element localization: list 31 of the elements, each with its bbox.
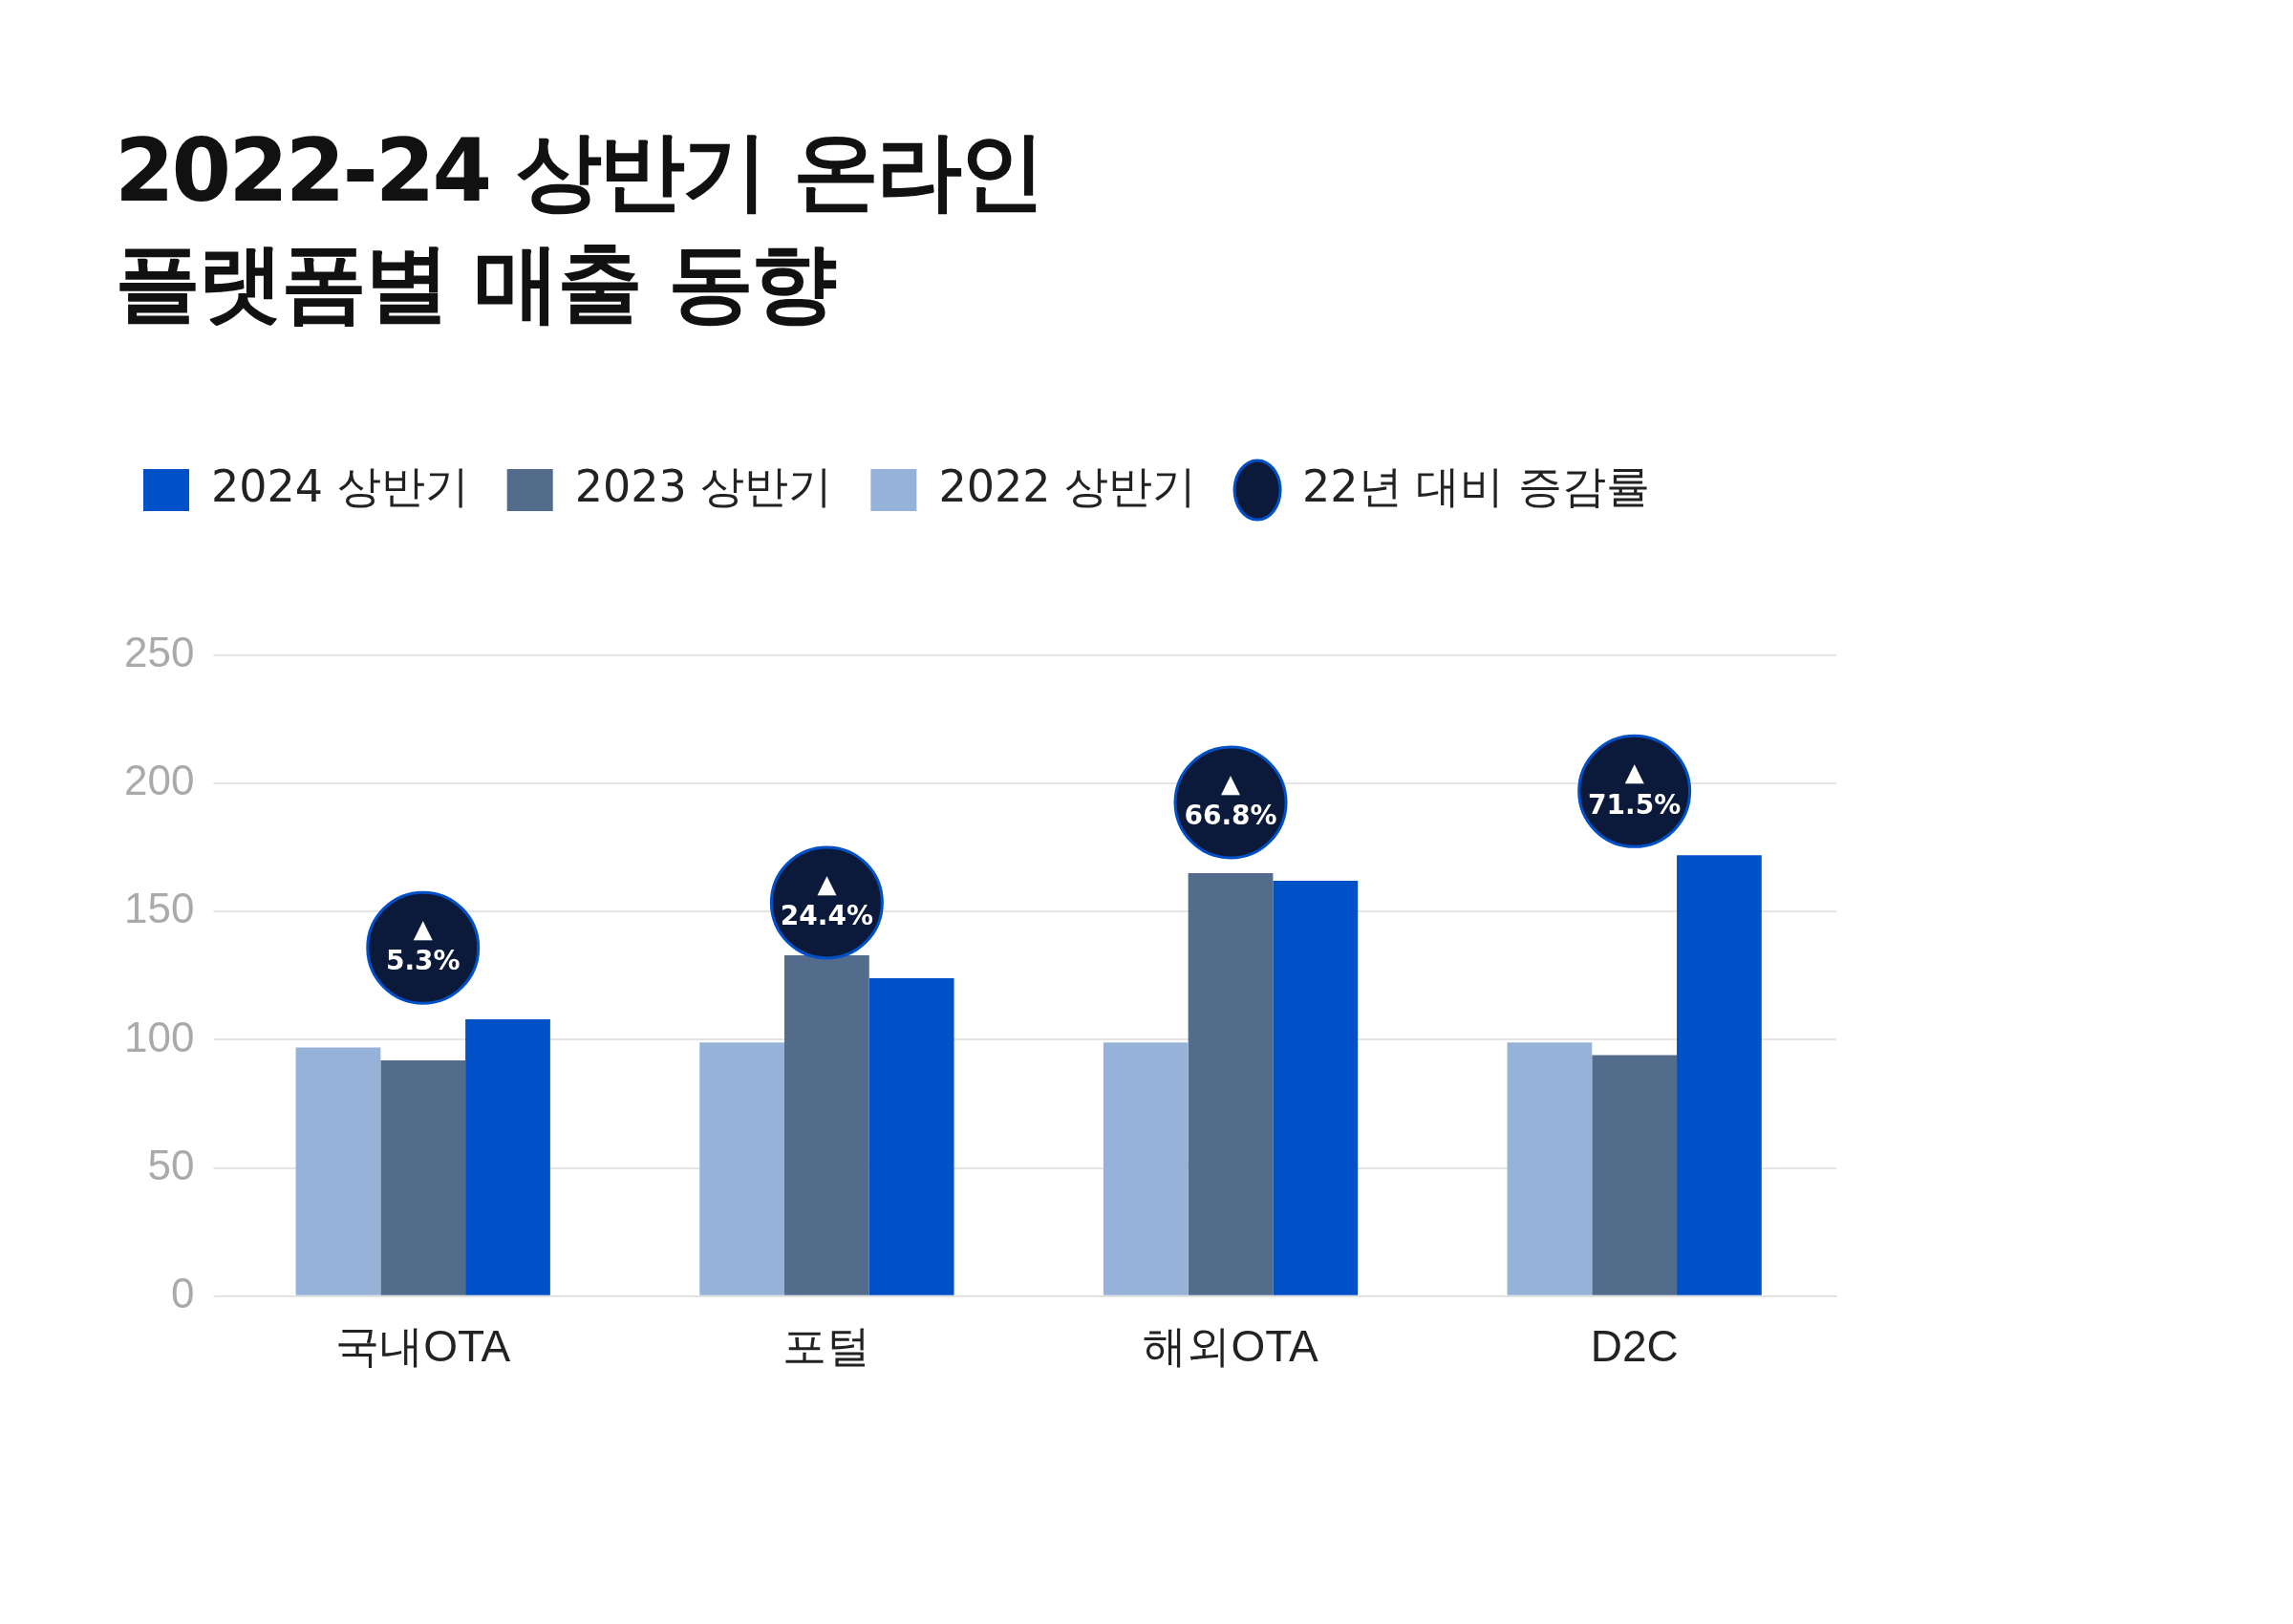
legend-label: 2022 상반기: [938, 459, 1197, 512]
x-tick-label: 국내OTA: [335, 1321, 511, 1372]
bar: [1273, 881, 1359, 1295]
x-tick-label: D2C: [1590, 1321, 1679, 1372]
bar: [1677, 855, 1762, 1295]
legend-label: 2024 상반기: [211, 459, 469, 512]
bar: [1103, 1042, 1189, 1295]
data-label: ▲ 66.8%: [1184, 768, 1277, 832]
bar: [868, 978, 954, 1295]
bar: [1592, 1055, 1678, 1295]
y-tick-label: 100: [123, 1013, 195, 1060]
legend-label: 22년 대비 증감률: [1302, 459, 1650, 512]
bar: [1188, 873, 1274, 1295]
bar: [295, 1047, 381, 1295]
bar: [465, 1019, 550, 1295]
bar: [784, 954, 869, 1295]
bar: [380, 1059, 466, 1295]
legend-label: 2023 상반기: [574, 459, 833, 512]
bar: [699, 1042, 785, 1295]
data-label: ▲ 5.3%: [385, 913, 461, 977]
data-label: ▲ 71.5%: [1588, 758, 1682, 821]
bar: [1507, 1042, 1593, 1295]
y-tick-label: 200: [123, 757, 195, 804]
chart-title: 2022-24 상반기 온라인 플랫폼별 매출 동향: [115, 119, 1042, 334]
x-tick-label: 포털: [782, 1321, 871, 1372]
y-tick-label: 150: [123, 885, 195, 932]
y-tick-label: 0: [170, 1269, 195, 1316]
y-tick-label: 50: [147, 1141, 195, 1188]
x-tick-label: 해외OTA: [1143, 1321, 1318, 1372]
y-tick-label: 250: [123, 629, 195, 676]
data-label: ▲ 24.4%: [780, 868, 873, 932]
